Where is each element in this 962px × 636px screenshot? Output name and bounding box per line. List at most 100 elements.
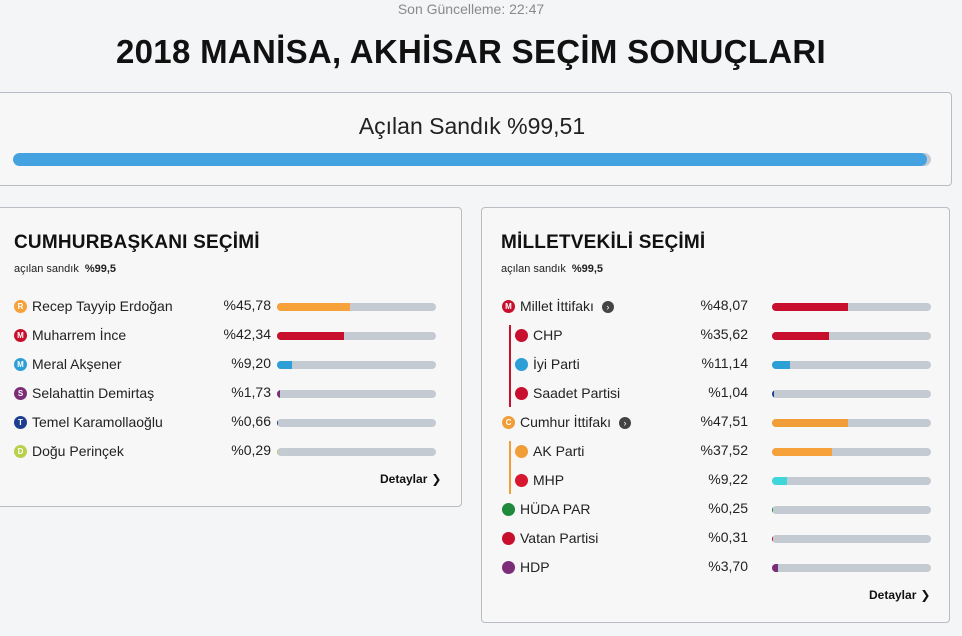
party-bar-fill bbox=[772, 303, 849, 311]
parliament-card: MİLLETVEKİLİ SEÇİMİ açılan sandık %99,5 M… bbox=[481, 207, 950, 623]
ballot-label: Açılan Sandık %99,51 bbox=[358, 113, 586, 139]
party-row[interactable]: Vatan Partisi %0,31 bbox=[502, 528, 942, 550]
candidate-bar-track bbox=[277, 390, 436, 398]
party-bar-fill bbox=[772, 419, 848, 427]
party-row[interactable]: HDP %3,70 bbox=[502, 557, 942, 579]
chevron-right-icon: ❯ bbox=[431, 472, 442, 486]
candidate-row[interactable]: M Meral Akşener %9,20 bbox=[14, 354, 454, 376]
ballot-sub-value: %99,5 bbox=[571, 263, 604, 275]
details-label: Detaylar bbox=[380, 472, 428, 486]
party-bar-fill bbox=[772, 477, 787, 485]
vatan-logo-icon bbox=[502, 532, 515, 545]
candidate-row[interactable]: D Doğu Perinçek %0,29 bbox=[14, 441, 454, 463]
party-percent: %48,07 bbox=[700, 297, 748, 313]
candidate-bar-fill bbox=[277, 332, 345, 340]
chevron-right-icon: ❯ bbox=[920, 588, 931, 602]
hdp-logo-icon bbox=[502, 561, 515, 574]
party-row[interactable]: MHP %9,22 bbox=[502, 470, 942, 492]
party-bar-track bbox=[772, 332, 931, 340]
party-name-label: MHP bbox=[533, 472, 565, 488]
candidate-name: Meral Akşener bbox=[32, 356, 122, 372]
party-name: HÜDA PAR bbox=[520, 501, 591, 517]
candidate-badge-icon: M bbox=[14, 358, 27, 371]
party-bar-fill bbox=[772, 390, 774, 398]
chevron-right-circle-icon[interactable]: › bbox=[619, 417, 632, 429]
party-percent: %1,04 bbox=[708, 384, 748, 400]
party-bar-fill bbox=[772, 448, 832, 456]
party-name-label: AK Parti bbox=[533, 443, 585, 459]
candidate-bar-fill bbox=[277, 303, 350, 311]
party-name-label: HDP bbox=[520, 559, 550, 575]
candidate-name: Recep Tayyip Erdoğan bbox=[32, 298, 173, 314]
ballot-summary: Açılan Sandık %99,51 bbox=[0, 92, 952, 186]
last-updated: Son Güncelleme: 22:47 bbox=[397, 1, 545, 17]
party-row[interactable]: C Cumhur İttifakı › %47,51 bbox=[502, 412, 942, 434]
presidential-title: CUMHURBAŞKANI SEÇİMİ bbox=[14, 232, 260, 253]
candidate-row[interactable]: T Temel Karamollaoğlu %0,66 bbox=[14, 412, 454, 434]
iyi-parti-logo-icon bbox=[515, 358, 528, 371]
candidate-percent: %45,78 bbox=[223, 297, 271, 313]
candidate-badge-icon: D bbox=[14, 445, 27, 458]
party-bar-fill bbox=[772, 564, 778, 572]
party-percent: %11,14 bbox=[701, 355, 748, 371]
candidate-bar-track bbox=[277, 332, 436, 340]
party-name: Cumhur İttifakı › bbox=[520, 414, 632, 430]
candidate-badge-icon: T bbox=[14, 416, 27, 429]
parliament-details-link[interactable]: Detaylar ❯ bbox=[869, 588, 930, 602]
party-name: MHP bbox=[533, 472, 564, 488]
candidate-bar-track bbox=[277, 361, 436, 369]
presidential-details-link[interactable]: Detaylar ❯ bbox=[380, 472, 441, 486]
party-bar-track bbox=[772, 303, 931, 311]
party-name: AK Parti bbox=[533, 443, 584, 459]
candidate-name: Doğu Perinçek bbox=[32, 443, 124, 459]
party-name: Millet İttifakı › bbox=[520, 298, 614, 314]
party-name: Saadet Partisi bbox=[533, 385, 620, 401]
candidate-percent: %42,34 bbox=[223, 326, 271, 342]
candidate-row[interactable]: R Recep Tayyip Erdoğan %45,78 bbox=[14, 296, 454, 318]
party-name-label: Saadet Partisi bbox=[533, 385, 621, 401]
party-row[interactable]: CHP %35,62 bbox=[502, 325, 942, 347]
millet-alliance-icon: M bbox=[502, 300, 515, 313]
party-name-label: CHP bbox=[533, 327, 563, 343]
ballot-sub-value: %99,5 bbox=[84, 263, 117, 275]
party-row[interactable]: HÜDA PAR %0,25 bbox=[502, 499, 942, 521]
party-row[interactable]: İyi Parti %11,14 bbox=[502, 354, 942, 376]
candidate-badge-icon: S bbox=[14, 387, 27, 400]
party-percent: %9,22 bbox=[708, 471, 748, 487]
presidential-ballot-info: açılan sandık %99,5 bbox=[14, 263, 116, 275]
party-bar-track bbox=[772, 535, 931, 543]
candidate-bar-fill bbox=[277, 361, 292, 369]
party-bar-track bbox=[772, 448, 931, 456]
party-bar-fill bbox=[772, 361, 790, 369]
party-name: İyi Parti bbox=[533, 356, 580, 372]
huda-par-logo-icon bbox=[502, 503, 515, 516]
party-row[interactable]: M Millet İttifakı › %48,07 bbox=[502, 296, 942, 318]
party-bar-track bbox=[772, 390, 931, 398]
candidate-bar-track bbox=[277, 419, 436, 427]
candidate-row[interactable]: S Selahattin Demirtaş %1,73 bbox=[14, 383, 454, 405]
candidate-name: Muharrem İnce bbox=[32, 327, 127, 343]
party-bar-track bbox=[772, 477, 931, 485]
chevron-right-circle-icon[interactable]: › bbox=[601, 301, 614, 313]
candidate-percent: %9,20 bbox=[231, 355, 271, 371]
presidential-card: CUMHURBAŞKANI SEÇİMİ açılan sandık %99,5 … bbox=[0, 207, 462, 507]
candidate-name: Selahattin Demirtaş bbox=[32, 385, 155, 401]
candidate-percent: %1,73 bbox=[231, 384, 271, 400]
page-title: 2018 MANİSA, AKHİSAR SEÇİM SONUÇLARI bbox=[115, 33, 826, 70]
party-name: CHP bbox=[533, 327, 563, 343]
party-percent: %35,62 bbox=[700, 326, 748, 342]
party-percent: %0,25 bbox=[708, 500, 748, 516]
ballot-sub-label: açılan sandık bbox=[14, 263, 79, 275]
candidate-bar-track bbox=[277, 303, 436, 311]
party-bar-fill bbox=[772, 332, 829, 340]
ballot-sub-label: açılan sandık bbox=[501, 263, 566, 275]
details-label: Detaylar bbox=[869, 588, 917, 602]
millet-alliance-bracket bbox=[509, 325, 511, 407]
party-bar-track bbox=[772, 564, 931, 572]
mhp-logo-icon bbox=[515, 474, 528, 487]
party-row[interactable]: Saadet Partisi %1,04 bbox=[502, 383, 942, 405]
candidate-bar-fill bbox=[277, 419, 279, 427]
candidate-row[interactable]: M Muharrem İnce %42,34 bbox=[14, 325, 454, 347]
party-percent: %47,51 bbox=[700, 413, 748, 429]
party-row[interactable]: AK Parti %37,52 bbox=[502, 441, 942, 463]
